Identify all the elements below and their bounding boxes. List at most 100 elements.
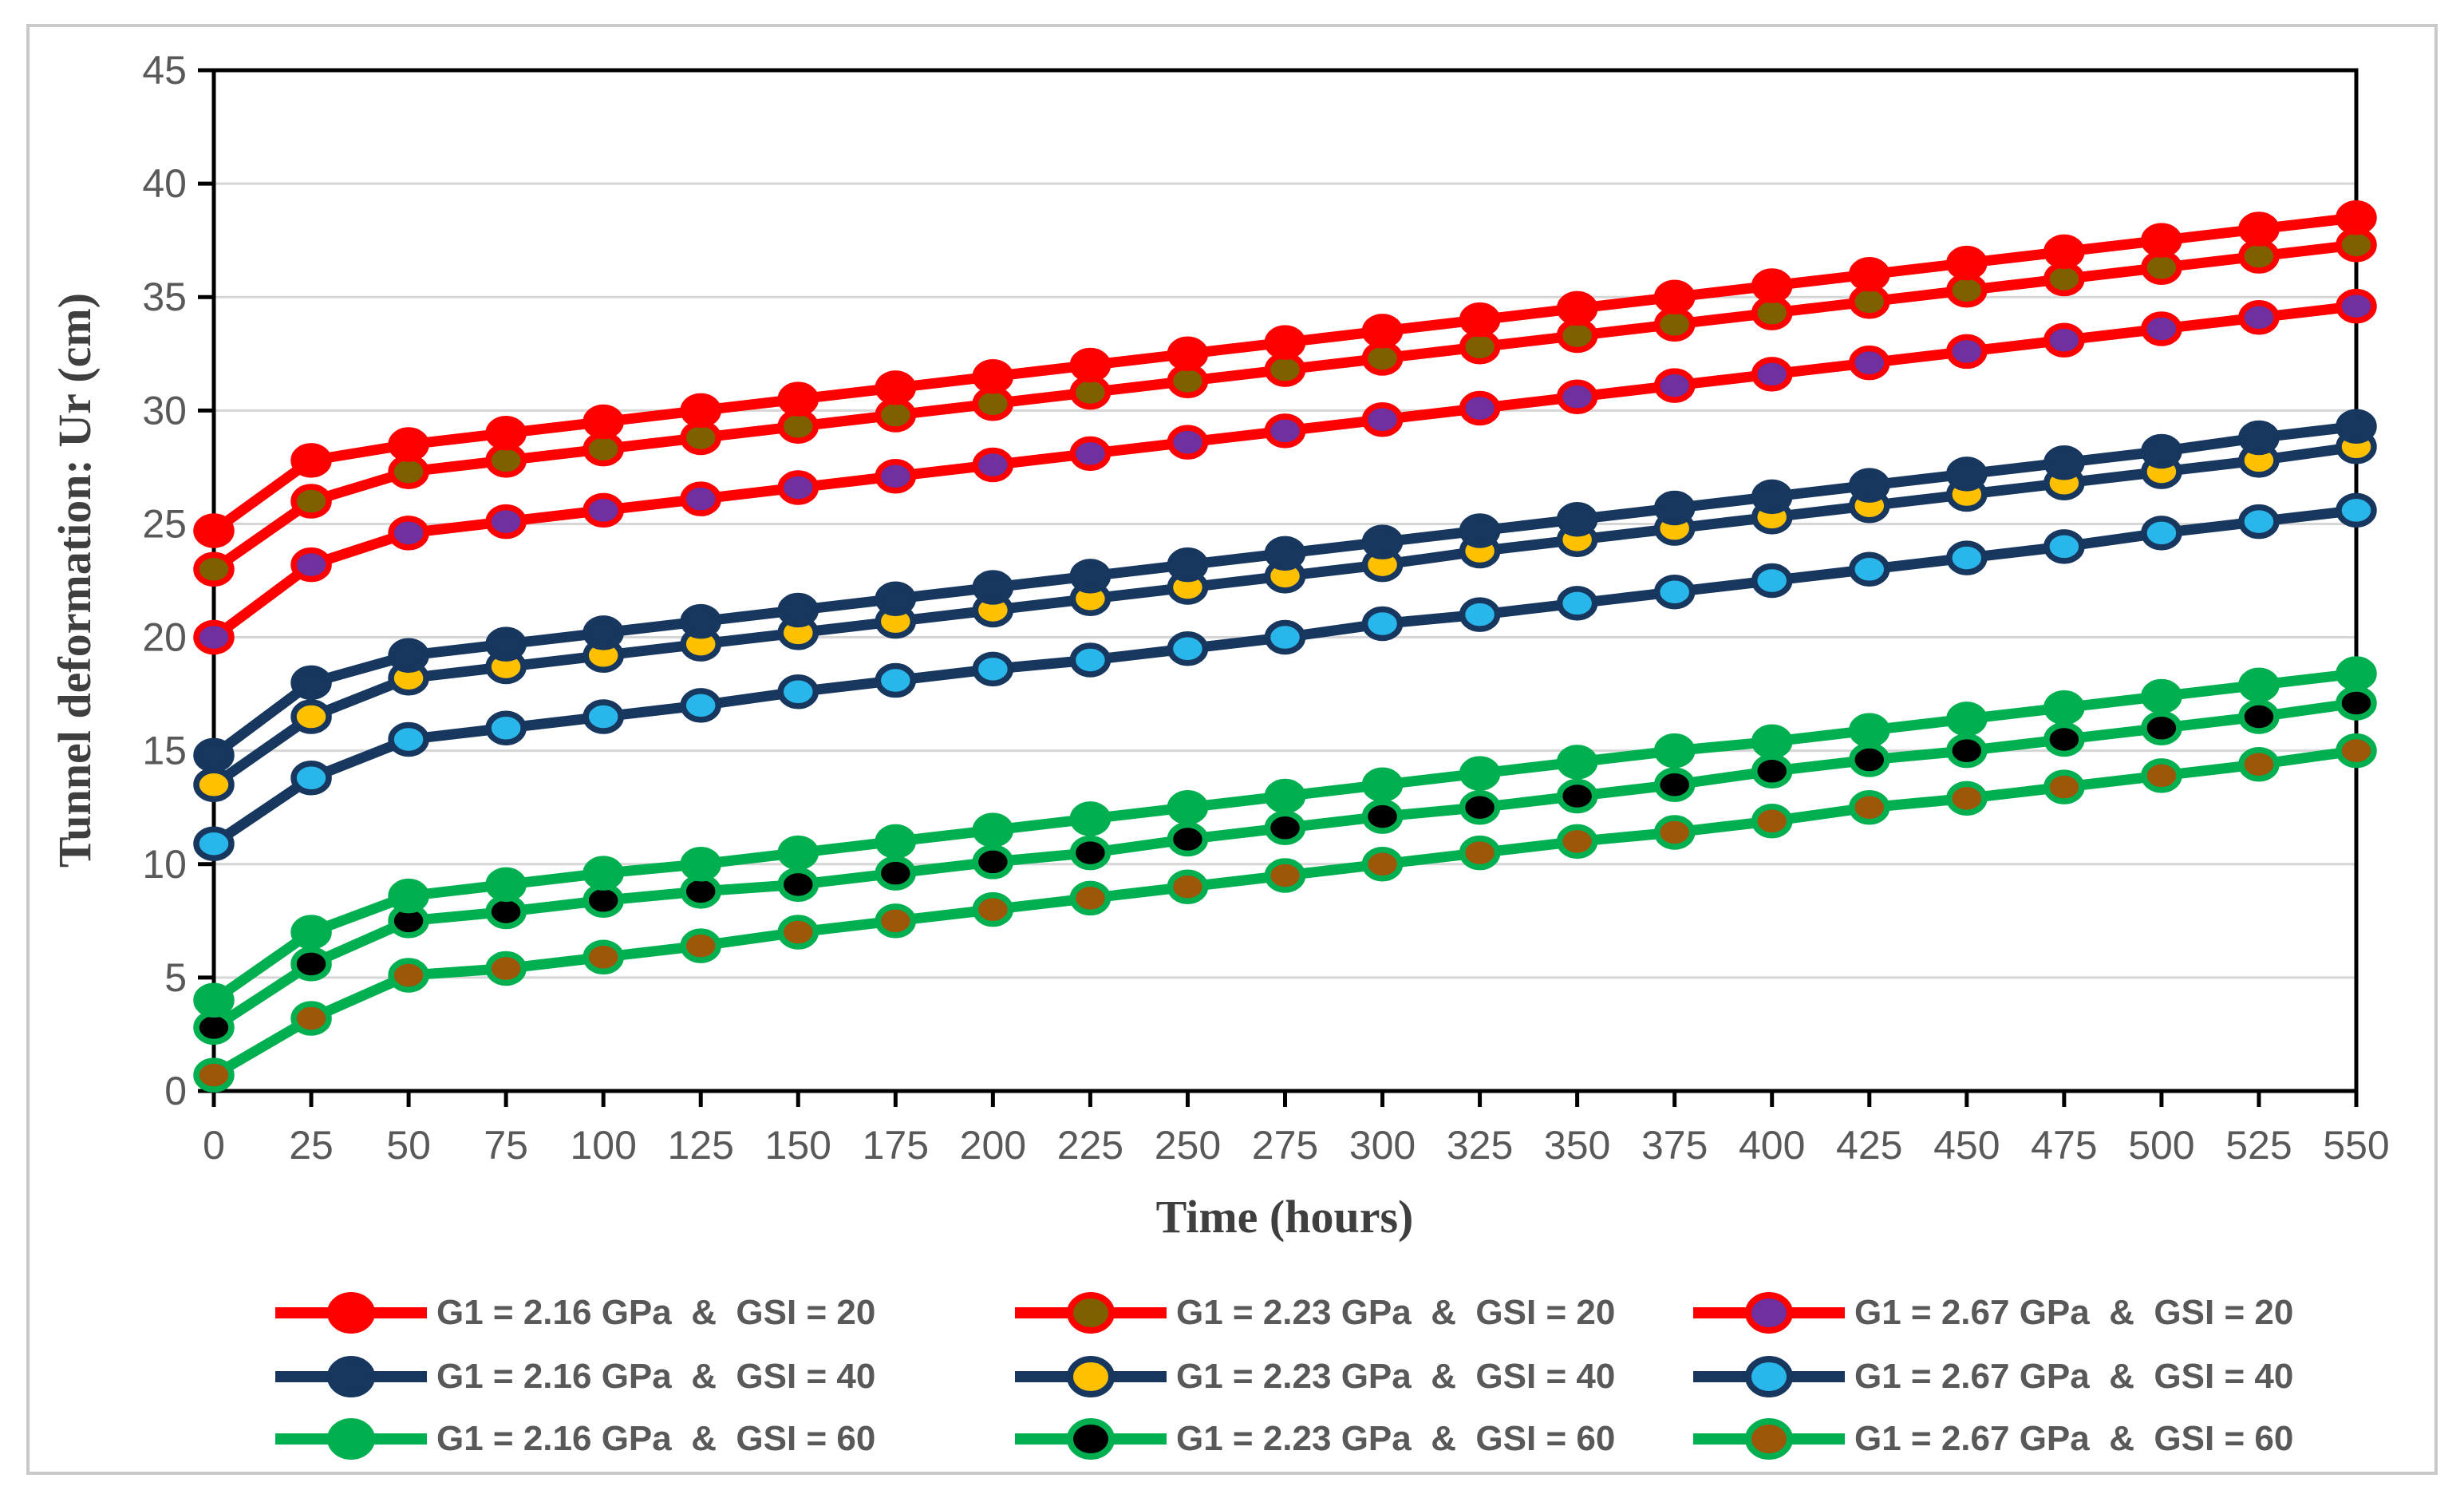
x-tick-label: 150 bbox=[765, 1123, 831, 1168]
data-point-marker bbox=[290, 547, 332, 583]
x-tick-label: 300 bbox=[1349, 1123, 1416, 1168]
data-point-marker bbox=[1459, 789, 1501, 825]
data-point-marker bbox=[2336, 409, 2377, 444]
data-point-marker bbox=[1653, 815, 1696, 850]
data-point-marker bbox=[388, 721, 429, 757]
data-point-marker bbox=[1069, 347, 1112, 383]
data-point-marker bbox=[1459, 513, 1501, 548]
series-g1-2.67-gpa-gsi-60 bbox=[193, 733, 2377, 1093]
data-point-marker bbox=[388, 878, 429, 914]
data-point-marker bbox=[388, 516, 429, 551]
legend-marker-icon bbox=[275, 1418, 427, 1460]
x-tick-label: 250 bbox=[1155, 1123, 1221, 1168]
legend-item: G1 = 2.16 GPa & GSI = 40 bbox=[275, 1351, 875, 1402]
data-point-marker bbox=[2238, 746, 2280, 782]
legend-label: G1 = 2.67 GPa & GSI = 20 bbox=[1854, 1293, 2294, 1332]
legend-label: G1 = 2.23 GPa & GSI = 60 bbox=[1176, 1419, 1616, 1458]
legend-item: G1 = 2.67 GPa & GSI = 60 bbox=[1693, 1413, 2293, 1464]
legend-label: G1 = 2.16 GPa & GSI = 60 bbox=[436, 1419, 876, 1458]
legend-label: G1 = 2.67 GPa & GSI = 40 bbox=[1854, 1357, 2294, 1396]
data-point-marker bbox=[1264, 536, 1306, 571]
data-point-marker bbox=[2238, 420, 2280, 456]
data-point-marker bbox=[1946, 702, 1988, 737]
x-tick-label: 450 bbox=[1933, 1123, 2000, 1168]
data-point-marker bbox=[1361, 524, 1404, 559]
x-tick-label: 125 bbox=[668, 1123, 734, 1168]
x-tick-label: 100 bbox=[570, 1123, 636, 1168]
data-point-marker bbox=[1361, 767, 1404, 803]
data-point-marker bbox=[1459, 756, 1501, 791]
data-point-marker bbox=[1459, 835, 1501, 871]
data-point-marker bbox=[1361, 606, 1404, 642]
data-point-marker bbox=[777, 915, 819, 950]
data-point-marker bbox=[193, 619, 235, 655]
data-point-marker bbox=[1653, 368, 1696, 403]
data-point-marker bbox=[2043, 721, 2085, 757]
data-point-marker bbox=[1946, 334, 1988, 370]
data-point-marker bbox=[777, 674, 819, 709]
data-point-marker bbox=[1653, 490, 1696, 526]
y-tick-label: 45 bbox=[142, 48, 187, 93]
data-point-marker bbox=[582, 492, 624, 528]
data-point-marker bbox=[2043, 445, 2085, 480]
data-point-marker bbox=[777, 835, 819, 871]
x-tick-label: 325 bbox=[1447, 1123, 1513, 1168]
data-point-marker bbox=[1069, 880, 1112, 916]
data-point-marker bbox=[290, 1001, 332, 1036]
data-point-marker bbox=[2336, 656, 2377, 691]
data-point-marker bbox=[1556, 379, 1598, 415]
data-point-marker bbox=[680, 928, 721, 963]
y-axis-title: Tunnel deformation: Ur (cm) bbox=[49, 292, 101, 868]
legend-marker-icon bbox=[1015, 1292, 1167, 1334]
data-point-marker bbox=[485, 416, 527, 451]
data-point-marker bbox=[972, 812, 1014, 848]
data-point-marker bbox=[2043, 322, 2085, 358]
data-point-marker bbox=[1946, 457, 1988, 492]
series-g1-2.16-gpa-gsi-20 bbox=[193, 200, 2377, 548]
x-tick-label: 225 bbox=[1057, 1123, 1123, 1168]
data-point-marker bbox=[1167, 821, 1209, 857]
data-point-marker bbox=[1264, 325, 1306, 360]
data-point-marker bbox=[2336, 733, 2377, 769]
legend-label: G1 = 2.16 GPa & GSI = 40 bbox=[436, 1357, 876, 1396]
data-point-marker bbox=[2141, 433, 2182, 469]
data-point-marker bbox=[1849, 713, 1890, 748]
data-point-marker bbox=[972, 891, 1014, 927]
legend-marker-icon bbox=[1015, 1356, 1167, 1397]
data-point-marker bbox=[875, 581, 917, 616]
legend-item: G1 = 2.16 GPa & GSI = 60 bbox=[275, 1413, 875, 1464]
data-point-marker bbox=[1167, 547, 1209, 583]
data-point-marker bbox=[193, 826, 235, 861]
data-point-marker bbox=[2043, 234, 2085, 270]
data-point-marker bbox=[1751, 479, 1793, 515]
data-point-marker bbox=[582, 856, 624, 891]
data-point-marker bbox=[1946, 540, 1988, 575]
y-tick-label: 10 bbox=[142, 842, 187, 887]
data-point-marker bbox=[777, 381, 819, 417]
data-point-marker bbox=[1653, 767, 1696, 803]
data-point-marker bbox=[1069, 559, 1112, 594]
data-point-marker bbox=[1849, 468, 1890, 503]
data-point-marker bbox=[388, 958, 429, 993]
data-point-marker bbox=[2141, 710, 2182, 745]
data-point-marker bbox=[2336, 686, 2377, 721]
data-point-marker bbox=[875, 662, 917, 698]
x-tick-label: 200 bbox=[960, 1123, 1026, 1168]
y-tick-label: 20 bbox=[142, 615, 187, 660]
data-point-marker bbox=[1069, 835, 1112, 871]
data-point-marker bbox=[2238, 211, 2280, 247]
data-point-marker bbox=[2336, 492, 2377, 528]
data-point-marker bbox=[1264, 810, 1306, 846]
data-point-marker bbox=[1751, 724, 1793, 760]
data-point-marker bbox=[2043, 769, 2085, 804]
data-point-marker bbox=[290, 947, 332, 982]
x-axis-title: Time (hours) bbox=[1155, 1191, 1414, 1243]
y-tick-label: 0 bbox=[164, 1069, 187, 1113]
y-tick-label: 5 bbox=[164, 955, 187, 1000]
data-point-marker bbox=[2141, 311, 2182, 346]
data-point-marker bbox=[1264, 778, 1306, 814]
data-point-marker bbox=[777, 867, 819, 903]
y-tick-label: 30 bbox=[142, 388, 187, 433]
data-point-marker bbox=[2141, 223, 2182, 258]
